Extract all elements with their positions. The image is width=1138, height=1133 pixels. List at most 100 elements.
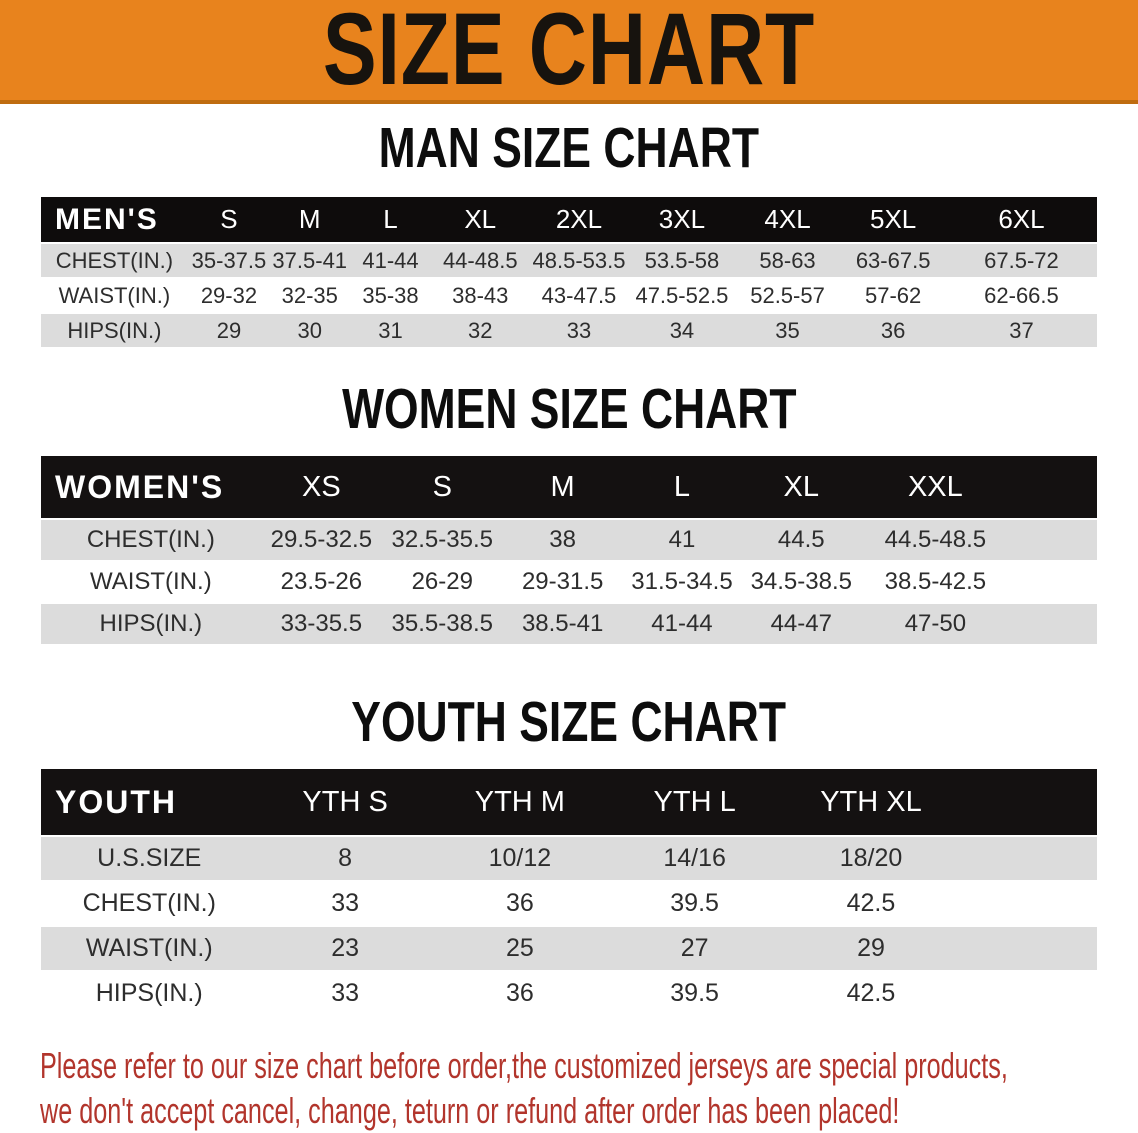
- table-cell: 43-47.5: [528, 279, 630, 312]
- table-cell: 35-38: [349, 279, 432, 312]
- table-row: HIPS(IN.) 29 30 31 32 33 34 35 36 37: [41, 314, 1097, 347]
- table-cell: 34: [629, 314, 735, 347]
- table-cell: 27: [606, 927, 783, 970]
- table-cell: 10/12: [432, 837, 607, 880]
- column-header: M: [270, 197, 350, 242]
- table-row: U.S.SIZE 8 10/12 14/16 18/20: [41, 837, 1097, 880]
- table-cell: [959, 927, 1097, 970]
- column-header: YTH L: [606, 769, 783, 835]
- table-cell: 35: [734, 314, 841, 347]
- table-cell: 48.5-53.5: [528, 244, 630, 277]
- header-row: YOUTH YTH S YTH M YTH L YTH XL: [41, 769, 1097, 835]
- section-title-text: WOMEN SIZE CHART: [341, 377, 797, 441]
- table-cell: 23.5-26: [260, 562, 383, 602]
- youth-size-table-container: YOUTH YTH S YTH M YTH L YTH XL U.S.SIZE 8 10/12…: [0, 767, 1138, 1017]
- row-label: CHEST(IN.): [41, 520, 261, 560]
- table-row: HIPS(IN.) 33-35.5 35.5-38.5 38.5-41 41-44 44-…: [41, 604, 1097, 644]
- table-cell: 58-63: [734, 244, 841, 277]
- header-row: WOMEN'S XS S M L XL XXL: [41, 456, 1097, 518]
- table-row: CHEST(IN.) 35-37.5 37.5-41 41-44 44-48.5 48.5…: [41, 244, 1097, 277]
- banner-title: SIZE CHART: [322, 0, 816, 107]
- column-header: XS: [260, 456, 383, 518]
- section-title-man: MAN SIZE CHART: [0, 120, 1138, 177]
- row-label: WAIST(IN.): [41, 927, 258, 970]
- table-cell: 18/20: [782, 837, 960, 880]
- table-cell: 36: [432, 882, 607, 925]
- column-header: XL: [741, 456, 862, 518]
- man-size-section: MAN SIZE CHART MEN'S S M L XL 2XL 3XL 4XL 5XL 6XL…: [0, 120, 1138, 349]
- section-title-women: WOMEN SIZE CHART: [0, 381, 1138, 438]
- table-row: CHEST(IN.) 33 36 39.5 42.5: [41, 882, 1097, 925]
- table-cell: 35.5-38.5: [382, 604, 503, 644]
- header-row: MEN'S S M L XL 2XL 3XL 4XL 5XL 6XL: [41, 197, 1097, 242]
- table-cell: 30: [270, 314, 350, 347]
- row-label: HIPS(IN.): [41, 972, 258, 1015]
- size-chart-banner: SIZE CHART: [0, 0, 1138, 104]
- table-cell: 29: [782, 927, 960, 970]
- table-row: HIPS(IN.) 33 36 39.5 42.5: [41, 972, 1097, 1015]
- column-header: [1009, 456, 1097, 518]
- table-cell: 31.5-34.5: [622, 562, 742, 602]
- table-cell: 44.5-48.5: [861, 520, 1010, 560]
- table-row: WAIST(IN.) 23.5-26 26-29 29-31.5 31.5-34.5 34…: [41, 562, 1097, 602]
- table-cell: 39.5: [606, 972, 783, 1015]
- column-header: [959, 769, 1097, 835]
- column-header: 5XL: [840, 197, 946, 242]
- table-cell: [1009, 520, 1097, 560]
- table-cell: 29-32: [187, 279, 271, 312]
- row-label: WAIST(IN.): [41, 562, 261, 602]
- column-header: L: [349, 197, 432, 242]
- row-label: HIPS(IN.): [41, 604, 261, 644]
- table-cell: 29-31.5: [502, 562, 623, 602]
- column-header: S: [382, 456, 503, 518]
- table-cell: 33-35.5: [260, 604, 383, 644]
- table-corner-label: MEN'S: [41, 197, 188, 242]
- table-cell: 33: [257, 882, 433, 925]
- table-cell: 34.5-38.5: [741, 562, 862, 602]
- table-corner-label: WOMEN'S: [41, 456, 261, 518]
- table-cell: 14/16: [606, 837, 783, 880]
- women-size-chart-table: WOMEN'S XS S M L XL XXL CHEST(IN.) 29.5-32.5 32.5…: [41, 454, 1097, 646]
- table-cell: 32-35: [270, 279, 350, 312]
- table-cell: 36: [840, 314, 946, 347]
- section-title-text: YOUTH SIZE CHART: [351, 690, 787, 754]
- man-size-chart-table: MEN'S S M L XL 2XL 3XL 4XL 5XL 6XL CHEST(IN.) 35-37…: [41, 195, 1097, 349]
- column-header: 3XL: [629, 197, 735, 242]
- men-size-table-container: MEN'S S M L XL 2XL 3XL 4XL 5XL 6XL CHEST(IN.) 35-37…: [0, 195, 1138, 349]
- table-cell: 63-67.5: [840, 244, 946, 277]
- table-row: CHEST(IN.) 29.5-32.5 32.5-35.5 38 41 44.5 44.5…: [41, 520, 1097, 560]
- table-cell: 67.5-72: [945, 244, 1097, 277]
- table-cell: 44-48.5: [431, 244, 529, 277]
- column-header: 6XL: [945, 197, 1097, 242]
- table-cell: 36: [432, 972, 607, 1015]
- column-header: 4XL: [734, 197, 841, 242]
- policy-line-1: Please refer to our size chart before or…: [40, 1045, 1008, 1086]
- women-size-table-container: WOMEN'S XS S M L XL XXL CHEST(IN.) 29.5-32.5 32.5…: [0, 454, 1138, 646]
- table-cell: 53.5-58: [629, 244, 735, 277]
- table-cell: [1009, 562, 1097, 602]
- table-cell: [1009, 604, 1097, 644]
- table-cell: 38: [502, 520, 623, 560]
- table-cell: 32.5-35.5: [382, 520, 503, 560]
- table-row: WAIST(IN.) 29-32 32-35 35-38 38-43 43-47.5 47.…: [41, 279, 1097, 312]
- table-cell: 47-50: [861, 604, 1010, 644]
- column-header: YTH M: [432, 769, 607, 835]
- table-cell: 37: [945, 314, 1097, 347]
- table-row: WAIST(IN.) 23 25 27 29: [41, 927, 1097, 970]
- column-header: XXL: [861, 456, 1010, 518]
- women-size-section: WOMEN SIZE CHART WOMEN'S XS S M L XL XXL CHEST(…: [0, 381, 1138, 646]
- table-cell: 62-66.5: [945, 279, 1097, 312]
- table-cell: 38.5-42.5: [861, 562, 1010, 602]
- table-cell: 33: [528, 314, 630, 347]
- table-cell: 35-37.5: [187, 244, 271, 277]
- row-label: WAIST(IN.): [41, 279, 188, 312]
- row-label: CHEST(IN.): [41, 244, 188, 277]
- row-label: CHEST(IN.): [41, 882, 258, 925]
- table-cell: 47.5-52.5: [629, 279, 735, 312]
- table-cell: 32: [431, 314, 529, 347]
- table-cell: 33: [257, 972, 433, 1015]
- table-cell: 31: [349, 314, 432, 347]
- column-header: XL: [431, 197, 529, 242]
- column-header: YTH XL: [782, 769, 960, 835]
- row-label: U.S.SIZE: [41, 837, 258, 880]
